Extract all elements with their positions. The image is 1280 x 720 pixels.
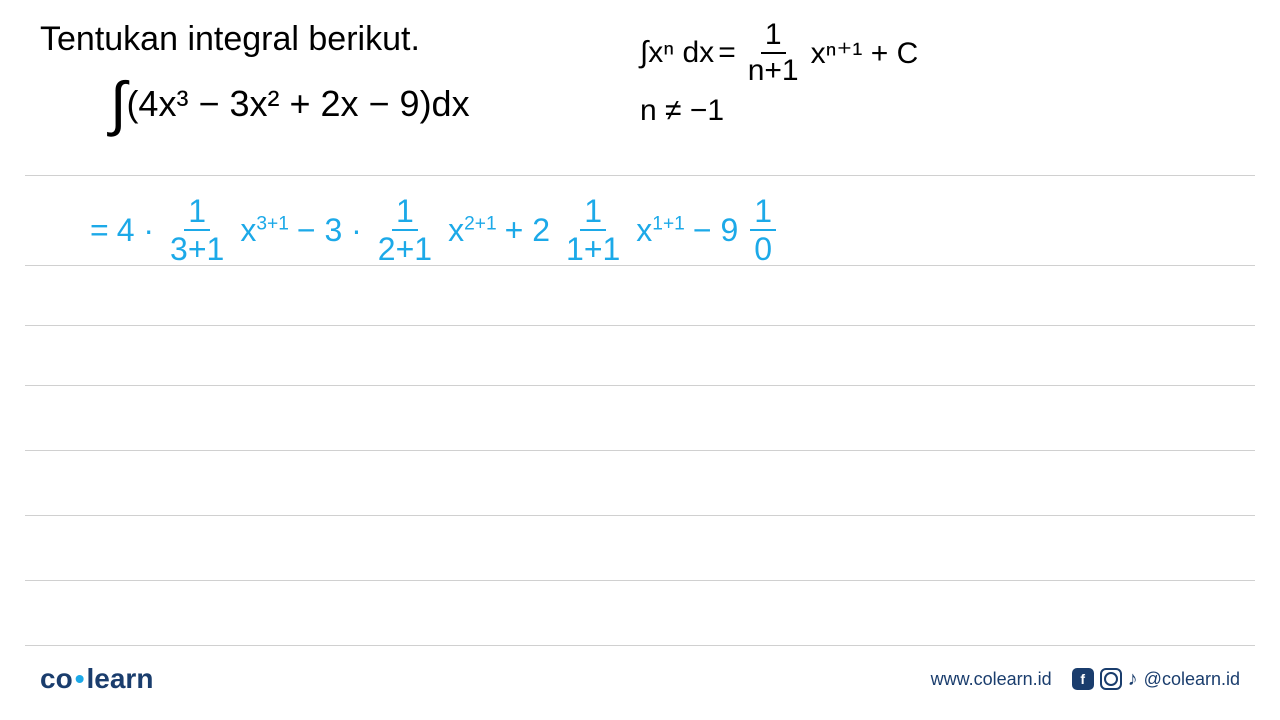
formula-frac-num: 1	[761, 20, 786, 54]
term2-den: 2+1	[374, 231, 436, 265]
logo-dot: •	[75, 663, 85, 694]
term1-x-base: x	[240, 212, 256, 248]
term3-num: 1	[580, 195, 606, 231]
term4-den: 0	[750, 231, 776, 265]
integral-expression: (4x³ − 3x² + 2x − 9)dx	[126, 83, 469, 125]
term1-num: 1	[184, 195, 210, 231]
term4-op: − 9	[693, 212, 738, 249]
social-icons: f ♪ @colearn.id	[1072, 668, 1240, 691]
formula-lhs: ∫xⁿ dx	[640, 36, 714, 70]
rule-line	[25, 515, 1255, 516]
rule-line	[25, 580, 1255, 581]
formula-line2: n ≠ −1	[640, 94, 918, 128]
term1-den: 3+1	[166, 231, 228, 265]
rule-line	[25, 325, 1255, 326]
tiktok-icon: ♪	[1128, 668, 1138, 691]
logo-co: co	[40, 663, 73, 694]
term3-fraction: 1 1+1	[562, 195, 624, 265]
term3-x: x1+1	[636, 212, 685, 249]
term2-fraction: 1 2+1	[374, 195, 436, 265]
formula-line1: ∫xⁿ dx = 1 n+1 xⁿ⁺¹ + C	[640, 20, 918, 86]
rule-line	[25, 645, 1255, 646]
facebook-icon: f	[1072, 668, 1094, 690]
term1-coeff: 4 ·	[117, 212, 154, 249]
formula-equals: =	[718, 36, 736, 70]
instagram-icon	[1100, 668, 1122, 690]
footer-url: www.colearn.id	[931, 669, 1052, 690]
formula-frac-den: n+1	[744, 54, 803, 86]
integral-problem: ∫ (4x³ − 3x² + 2x − 9)dx	[110, 69, 470, 138]
term1-exp: 3+1	[256, 213, 289, 234]
term2-x: x2+1	[448, 212, 497, 249]
integral-symbol: ∫	[110, 69, 126, 138]
term4-fraction: 1 0	[750, 195, 776, 265]
rule-line	[25, 385, 1255, 386]
rule-line	[25, 175, 1255, 176]
term4-num: 1	[750, 195, 776, 231]
term2-op: − 3 ·	[297, 212, 362, 249]
logo: co•learn	[40, 663, 153, 695]
term2-num: 1	[392, 195, 418, 231]
term1-x: x3+1	[240, 212, 289, 249]
social-handle: @colearn.id	[1144, 669, 1240, 690]
work-step-1: = 4 · 1 3+1 x3+1 − 3 · 1 2+1 x2+1 + 2 1 …	[90, 195, 780, 265]
logo-learn: learn	[87, 663, 154, 694]
footer: co•learn www.colearn.id f ♪ @colearn.id	[40, 663, 1240, 695]
term3-op: + 2	[505, 212, 550, 249]
work-equals: =	[90, 212, 109, 249]
rule-line	[25, 450, 1255, 451]
footer-right: www.colearn.id f ♪ @colearn.id	[931, 668, 1240, 691]
formula-rhs-rest: xⁿ⁺¹ + C	[811, 36, 919, 71]
term3-den: 1+1	[562, 231, 624, 265]
term3-x-base: x	[636, 212, 652, 248]
power-rule-formula: ∫xⁿ dx = 1 n+1 xⁿ⁺¹ + C n ≠ −1	[640, 20, 918, 128]
term3-exp: 1+1	[652, 213, 685, 234]
term2-x-base: x	[448, 212, 464, 248]
term2-exp: 2+1	[464, 213, 497, 234]
term1-fraction: 1 3+1	[166, 195, 228, 265]
formula-fraction: 1 n+1	[744, 20, 803, 86]
